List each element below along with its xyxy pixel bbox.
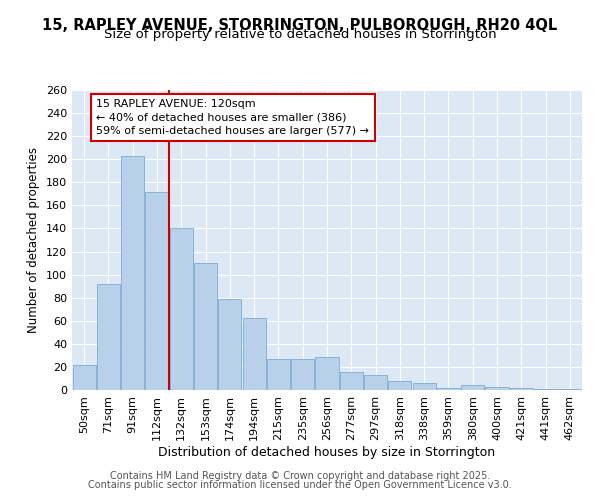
Bar xyxy=(340,372,363,390)
Bar xyxy=(316,356,338,390)
Bar xyxy=(97,284,120,390)
Bar xyxy=(267,359,290,390)
Bar xyxy=(218,299,241,390)
Text: 15 RAPLEY AVENUE: 120sqm
← 40% of detached houses are smaller (386)
59% of semi-: 15 RAPLEY AVENUE: 120sqm ← 40% of detach… xyxy=(96,99,369,136)
Text: Contains public sector information licensed under the Open Government Licence v3: Contains public sector information licen… xyxy=(88,480,512,490)
Bar xyxy=(291,359,314,390)
X-axis label: Distribution of detached houses by size in Storrington: Distribution of detached houses by size … xyxy=(158,446,496,458)
Bar xyxy=(485,386,509,390)
Bar xyxy=(437,388,460,390)
Bar xyxy=(242,318,266,390)
Text: Contains HM Land Registry data © Crown copyright and database right 2025.: Contains HM Land Registry data © Crown c… xyxy=(110,471,490,481)
Bar xyxy=(364,375,387,390)
Bar xyxy=(534,389,557,390)
Bar xyxy=(413,383,436,390)
Bar xyxy=(145,192,169,390)
Text: Size of property relative to detached houses in Storrington: Size of property relative to detached ho… xyxy=(104,28,496,41)
Bar xyxy=(388,381,412,390)
Bar xyxy=(73,364,95,390)
Bar xyxy=(121,156,144,390)
Bar xyxy=(461,386,484,390)
Bar xyxy=(510,388,533,390)
Bar xyxy=(170,228,193,390)
Bar xyxy=(194,263,217,390)
Text: 15, RAPLEY AVENUE, STORRINGTON, PULBOROUGH, RH20 4QL: 15, RAPLEY AVENUE, STORRINGTON, PULBOROU… xyxy=(43,18,557,32)
Bar xyxy=(559,389,581,390)
Y-axis label: Number of detached properties: Number of detached properties xyxy=(28,147,40,333)
